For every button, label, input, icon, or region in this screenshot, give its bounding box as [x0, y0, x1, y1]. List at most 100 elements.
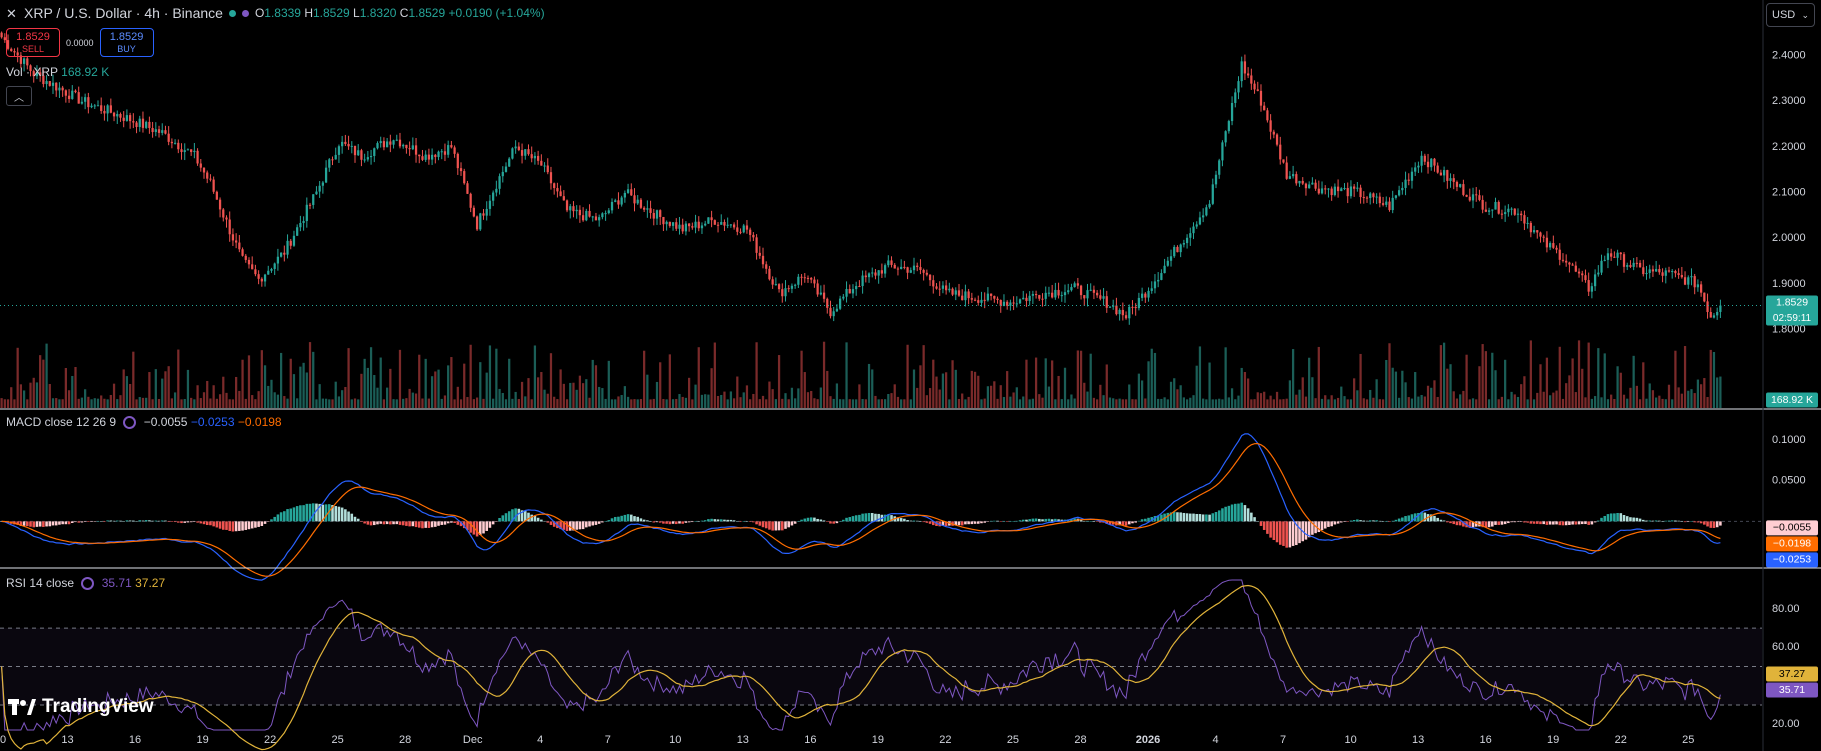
macd-hist-bar	[546, 521, 550, 523]
macd-hist-bar	[851, 516, 855, 522]
candle	[1632, 262, 1635, 267]
macd-hist-bar	[1269, 521, 1272, 538]
volume-bar	[1202, 398, 1205, 408]
volume-bar	[366, 367, 369, 408]
macd-hist-bar	[1481, 521, 1484, 528]
macd-hist-bar	[1198, 514, 1202, 522]
candle	[1548, 243, 1552, 248]
tradingview-logo[interactable]: TradingView	[8, 696, 154, 718]
volume-bar	[630, 399, 633, 408]
volume-bar	[466, 397, 469, 408]
macd-hist-bar	[700, 520, 704, 522]
close-label: C	[399, 6, 409, 20]
volume-bar	[19, 384, 23, 408]
macd-hist-bar	[186, 521, 190, 523]
macd-legend[interactable]: MACD close 12 26 9 −0.0055 −0.0253 −0.01…	[6, 415, 282, 430]
macd-hist-bar	[164, 520, 167, 522]
macd-hist-bar	[350, 513, 354, 522]
macd-hist-bar	[781, 521, 784, 531]
candle	[1581, 273, 1584, 276]
macd-hist-bar	[29, 521, 32, 527]
candle	[581, 215, 585, 221]
macd-hist-bar	[1314, 521, 1317, 534]
candle	[1507, 208, 1510, 213]
volume-bar	[527, 378, 530, 408]
symbol-title[interactable]: XRP / U.S. Dollar · 4h · Binance	[24, 5, 223, 21]
candle	[569, 206, 572, 211]
volume-bar	[1513, 394, 1516, 408]
volume-bar	[1147, 361, 1150, 408]
volume-bar	[1218, 398, 1221, 408]
volume-bar	[418, 354, 421, 408]
candle	[472, 207, 475, 217]
candle	[1433, 158, 1436, 166]
sell-button[interactable]: 1.8529 SELL	[6, 28, 60, 57]
macd-hist-bar	[1706, 521, 1709, 527]
macd-hist-bar	[1336, 521, 1340, 524]
macd-signal-value: −0.0198	[237, 415, 282, 429]
macd-hist-bar	[1256, 521, 1260, 522]
candle	[845, 288, 848, 297]
macd-hist-bar	[713, 519, 717, 522]
macd-hist-bar	[752, 521, 755, 523]
candle	[299, 222, 302, 228]
price-tick-label: 2.2000	[1772, 141, 1806, 153]
candle	[0, 32, 3, 38]
candle	[254, 269, 257, 275]
macd-hist-bar	[588, 521, 591, 527]
volume-bar	[1706, 397, 1709, 408]
macd-hist-bar	[1092, 521, 1096, 522]
macd-hist-bar	[719, 519, 723, 522]
volume-bar	[1176, 389, 1179, 408]
macd-line-value: −0.0253	[190, 415, 235, 429]
settings-icon[interactable]	[123, 416, 137, 430]
buy-button[interactable]: 1.8529 BUY	[99, 28, 154, 57]
close-icon[interactable]: ✕	[6, 6, 17, 21]
candle	[55, 82, 58, 91]
volume-bar	[112, 383, 116, 408]
volume-bar	[909, 399, 912, 408]
volume-bar	[687, 377, 691, 408]
collapse-legend-button[interactable]: ︿	[6, 86, 32, 106]
macd-hist-bar	[960, 521, 964, 526]
volume-bar	[704, 394, 707, 408]
candle	[874, 272, 877, 276]
candle	[1635, 262, 1638, 264]
volume-bar	[649, 399, 652, 408]
volume-bar	[1298, 389, 1301, 408]
trade-buttons: 1.8529 SELL 0.0000 1.8529 BUY	[6, 28, 154, 57]
candle	[1381, 203, 1385, 205]
candle	[61, 87, 64, 91]
volume-bar	[845, 342, 848, 408]
candle	[430, 154, 434, 160]
macd-hist-bar	[311, 503, 315, 522]
macd-hist-bar	[376, 521, 379, 525]
volume-bar	[1577, 340, 1581, 408]
macd-hist-bar	[903, 518, 906, 522]
candle	[1234, 92, 1237, 103]
macd-hist-bar	[401, 521, 405, 526]
candle	[1330, 188, 1333, 196]
volume-bar	[514, 391, 517, 408]
candle	[344, 141, 347, 144]
macd-hist-bar	[193, 521, 196, 522]
volume-bar	[883, 399, 887, 408]
rsi-legend[interactable]: RSI 14 close 35.71 37.27	[6, 576, 165, 591]
volume-bar	[1455, 398, 1459, 408]
volume-bar	[826, 370, 829, 408]
currency-select[interactable]: USD ⌄	[1766, 3, 1815, 27]
volume-bar	[710, 368, 713, 408]
volume-bar	[822, 341, 826, 408]
volume-bar	[283, 396, 286, 408]
volume-bar	[855, 399, 858, 408]
volume-bar	[1494, 370, 1497, 408]
volume-bar	[668, 354, 671, 408]
volume-bar	[1166, 399, 1169, 408]
volume-bar	[1092, 397, 1096, 408]
macd-hist-bar	[520, 510, 524, 522]
volume-legend[interactable]: Vol · XRP 168.92 K	[6, 65, 109, 79]
volume-bar	[1610, 394, 1613, 408]
settings-icon[interactable]	[81, 577, 95, 591]
candle	[270, 268, 273, 271]
